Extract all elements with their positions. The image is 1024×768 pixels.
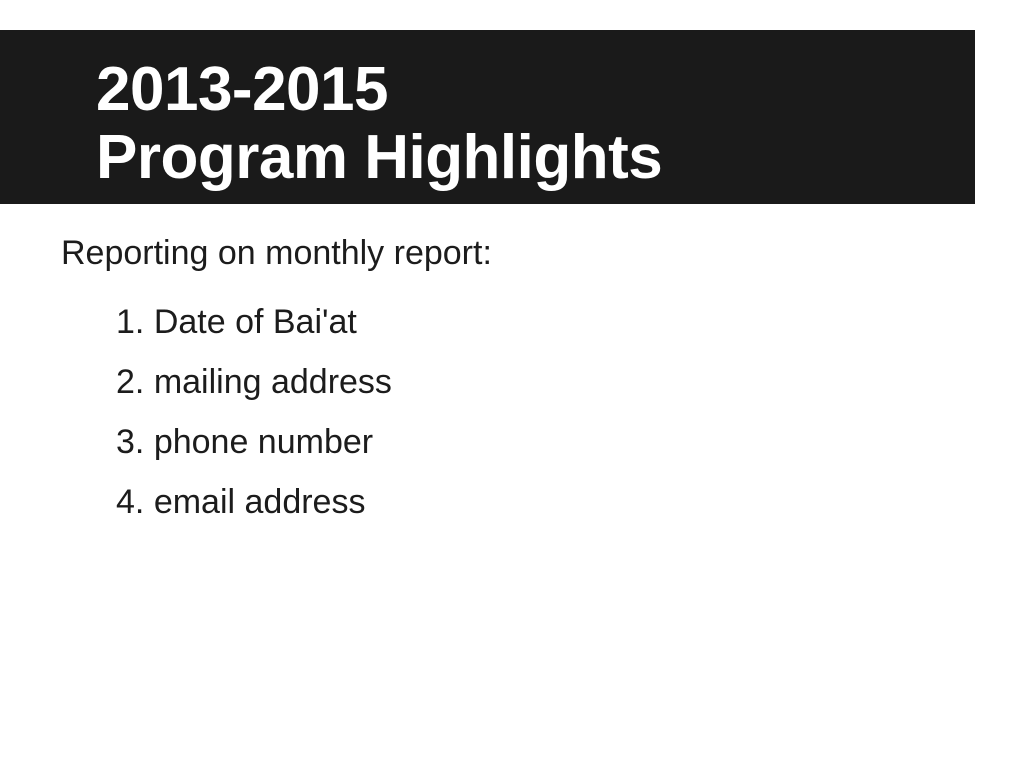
list-item-number: 4. [116,483,145,521]
list-item: 4. email address [116,472,392,532]
lead-line: Reporting on monthly report: [61,234,492,272]
list-item: 3. phone number [116,412,392,472]
list-item-label: phone number [153,423,374,461]
numbered-list: 1. Date of Bai'at 2. mailing address 3. … [116,292,392,532]
list-item-label: email address [153,483,366,521]
list-item-number: 3. [116,423,145,461]
list-item: 1. Date of Bai'at [116,292,392,352]
list-item-label: Date of Bai'at [153,303,357,341]
list-item-number: 2. [116,363,145,401]
title-line-1: 2013-2015 [96,55,389,124]
title-band: 2013-2015 Program Highlights [0,30,975,204]
list-item-number: 1. [116,303,145,341]
list-item: 2. mailing address [116,352,392,412]
list-item-label: mailing address [153,363,392,401]
title-line-2: Program Highlights [96,123,663,192]
slide-title: 2013-2015 Program Highlights [96,56,956,192]
slide-body: Reporting on monthly report: 1. Date of … [0,204,1024,768]
